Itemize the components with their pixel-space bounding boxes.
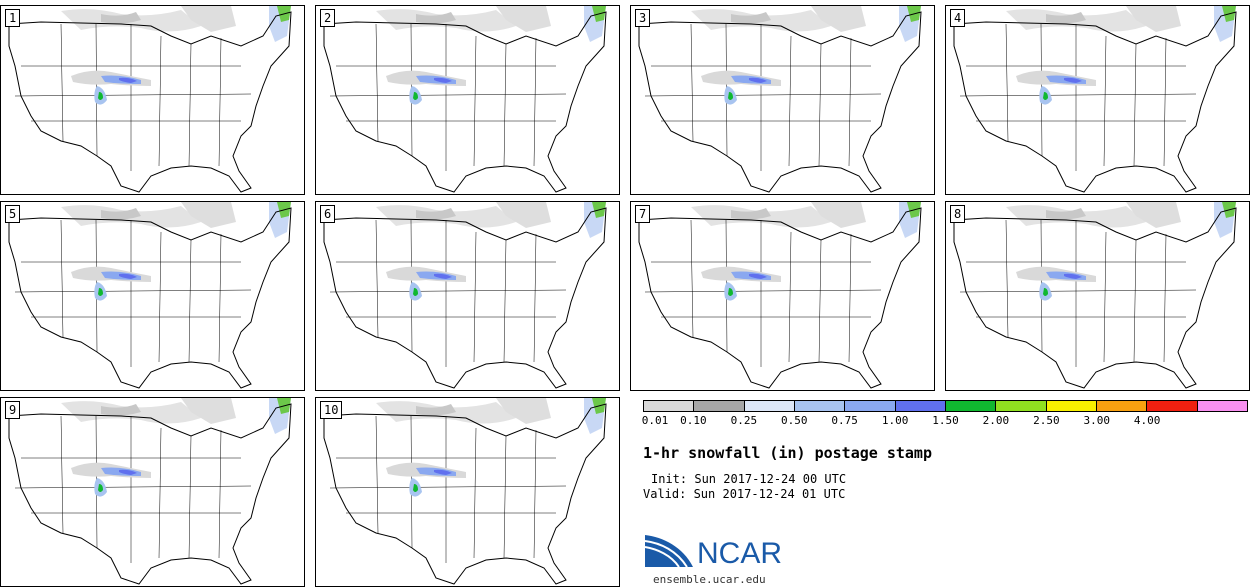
colorbar-tick: 4.00 (1133, 414, 1161, 427)
colorbar-cell (644, 401, 695, 411)
map-panel: 7 (630, 201, 935, 391)
colorbar-tick: 3.00 (1083, 414, 1111, 427)
chart-title: 1-hr snowfall (in) postage stamp (643, 444, 932, 462)
colorbar-tick: 1.50 (932, 414, 959, 427)
panel-number: 10 (320, 401, 343, 419)
map-panel: 2 (315, 5, 620, 195)
panel-number: 5 (5, 205, 21, 223)
map-panel: 6 (315, 201, 620, 391)
colorbar-cell (744, 401, 795, 411)
map-panel: 4 (945, 5, 1250, 195)
panel-number: 6 (320, 205, 336, 223)
panel-number: 9 (5, 401, 21, 419)
snowfall-colorbar (643, 400, 1248, 412)
colorbar-cell (1197, 401, 1247, 411)
map-panel: 1 (0, 5, 305, 195)
colorbar-tick: 2.00 (982, 414, 1010, 427)
map-panel: 5 (0, 201, 305, 391)
site-url: ensemble.ucar.edu (653, 573, 766, 586)
map-panel: 9 (0, 397, 305, 587)
valid-time: Valid: Sun 2017-12-24 01 UTC (643, 487, 846, 501)
panel-number: 7 (635, 205, 651, 223)
ncar-logo-text: NCAR (697, 537, 783, 570)
colorbar-cell (794, 401, 846, 411)
colorbar-tick: 0.50 (781, 414, 808, 427)
init-time: Init: Sun 2017-12-24 00 UTC (651, 472, 847, 486)
colorbar-tick: 2.50 (1033, 414, 1060, 427)
colorbar-tick: 0.01 (641, 414, 669, 427)
panel-number: 3 (635, 9, 651, 27)
colorbar-tick: 0.25 (730, 414, 758, 427)
colorbar-cell (1046, 401, 1097, 411)
colorbar-tick: 1.00 (881, 414, 909, 427)
panel-number: 1 (5, 9, 21, 27)
colorbar-cell (1147, 401, 1198, 411)
colorbar-tick: 0.10 (680, 414, 707, 427)
colorbar-cell (694, 401, 745, 411)
colorbar-tick: 0.75 (831, 414, 858, 427)
colorbar-cell (945, 401, 997, 411)
colorbar-cell (996, 401, 1047, 411)
colorbar-cell (845, 401, 896, 411)
panel-number: 2 (320, 9, 336, 27)
map-panel: 10 (315, 397, 620, 587)
colorbar-cell (895, 401, 946, 411)
colorbar-cell (1096, 401, 1148, 411)
ncar-logo-icon (644, 535, 693, 568)
map-panel: 8 (945, 201, 1250, 391)
panel-number: 4 (950, 9, 966, 27)
panel-number: 8 (950, 205, 966, 223)
map-panel: 3 (630, 5, 935, 195)
